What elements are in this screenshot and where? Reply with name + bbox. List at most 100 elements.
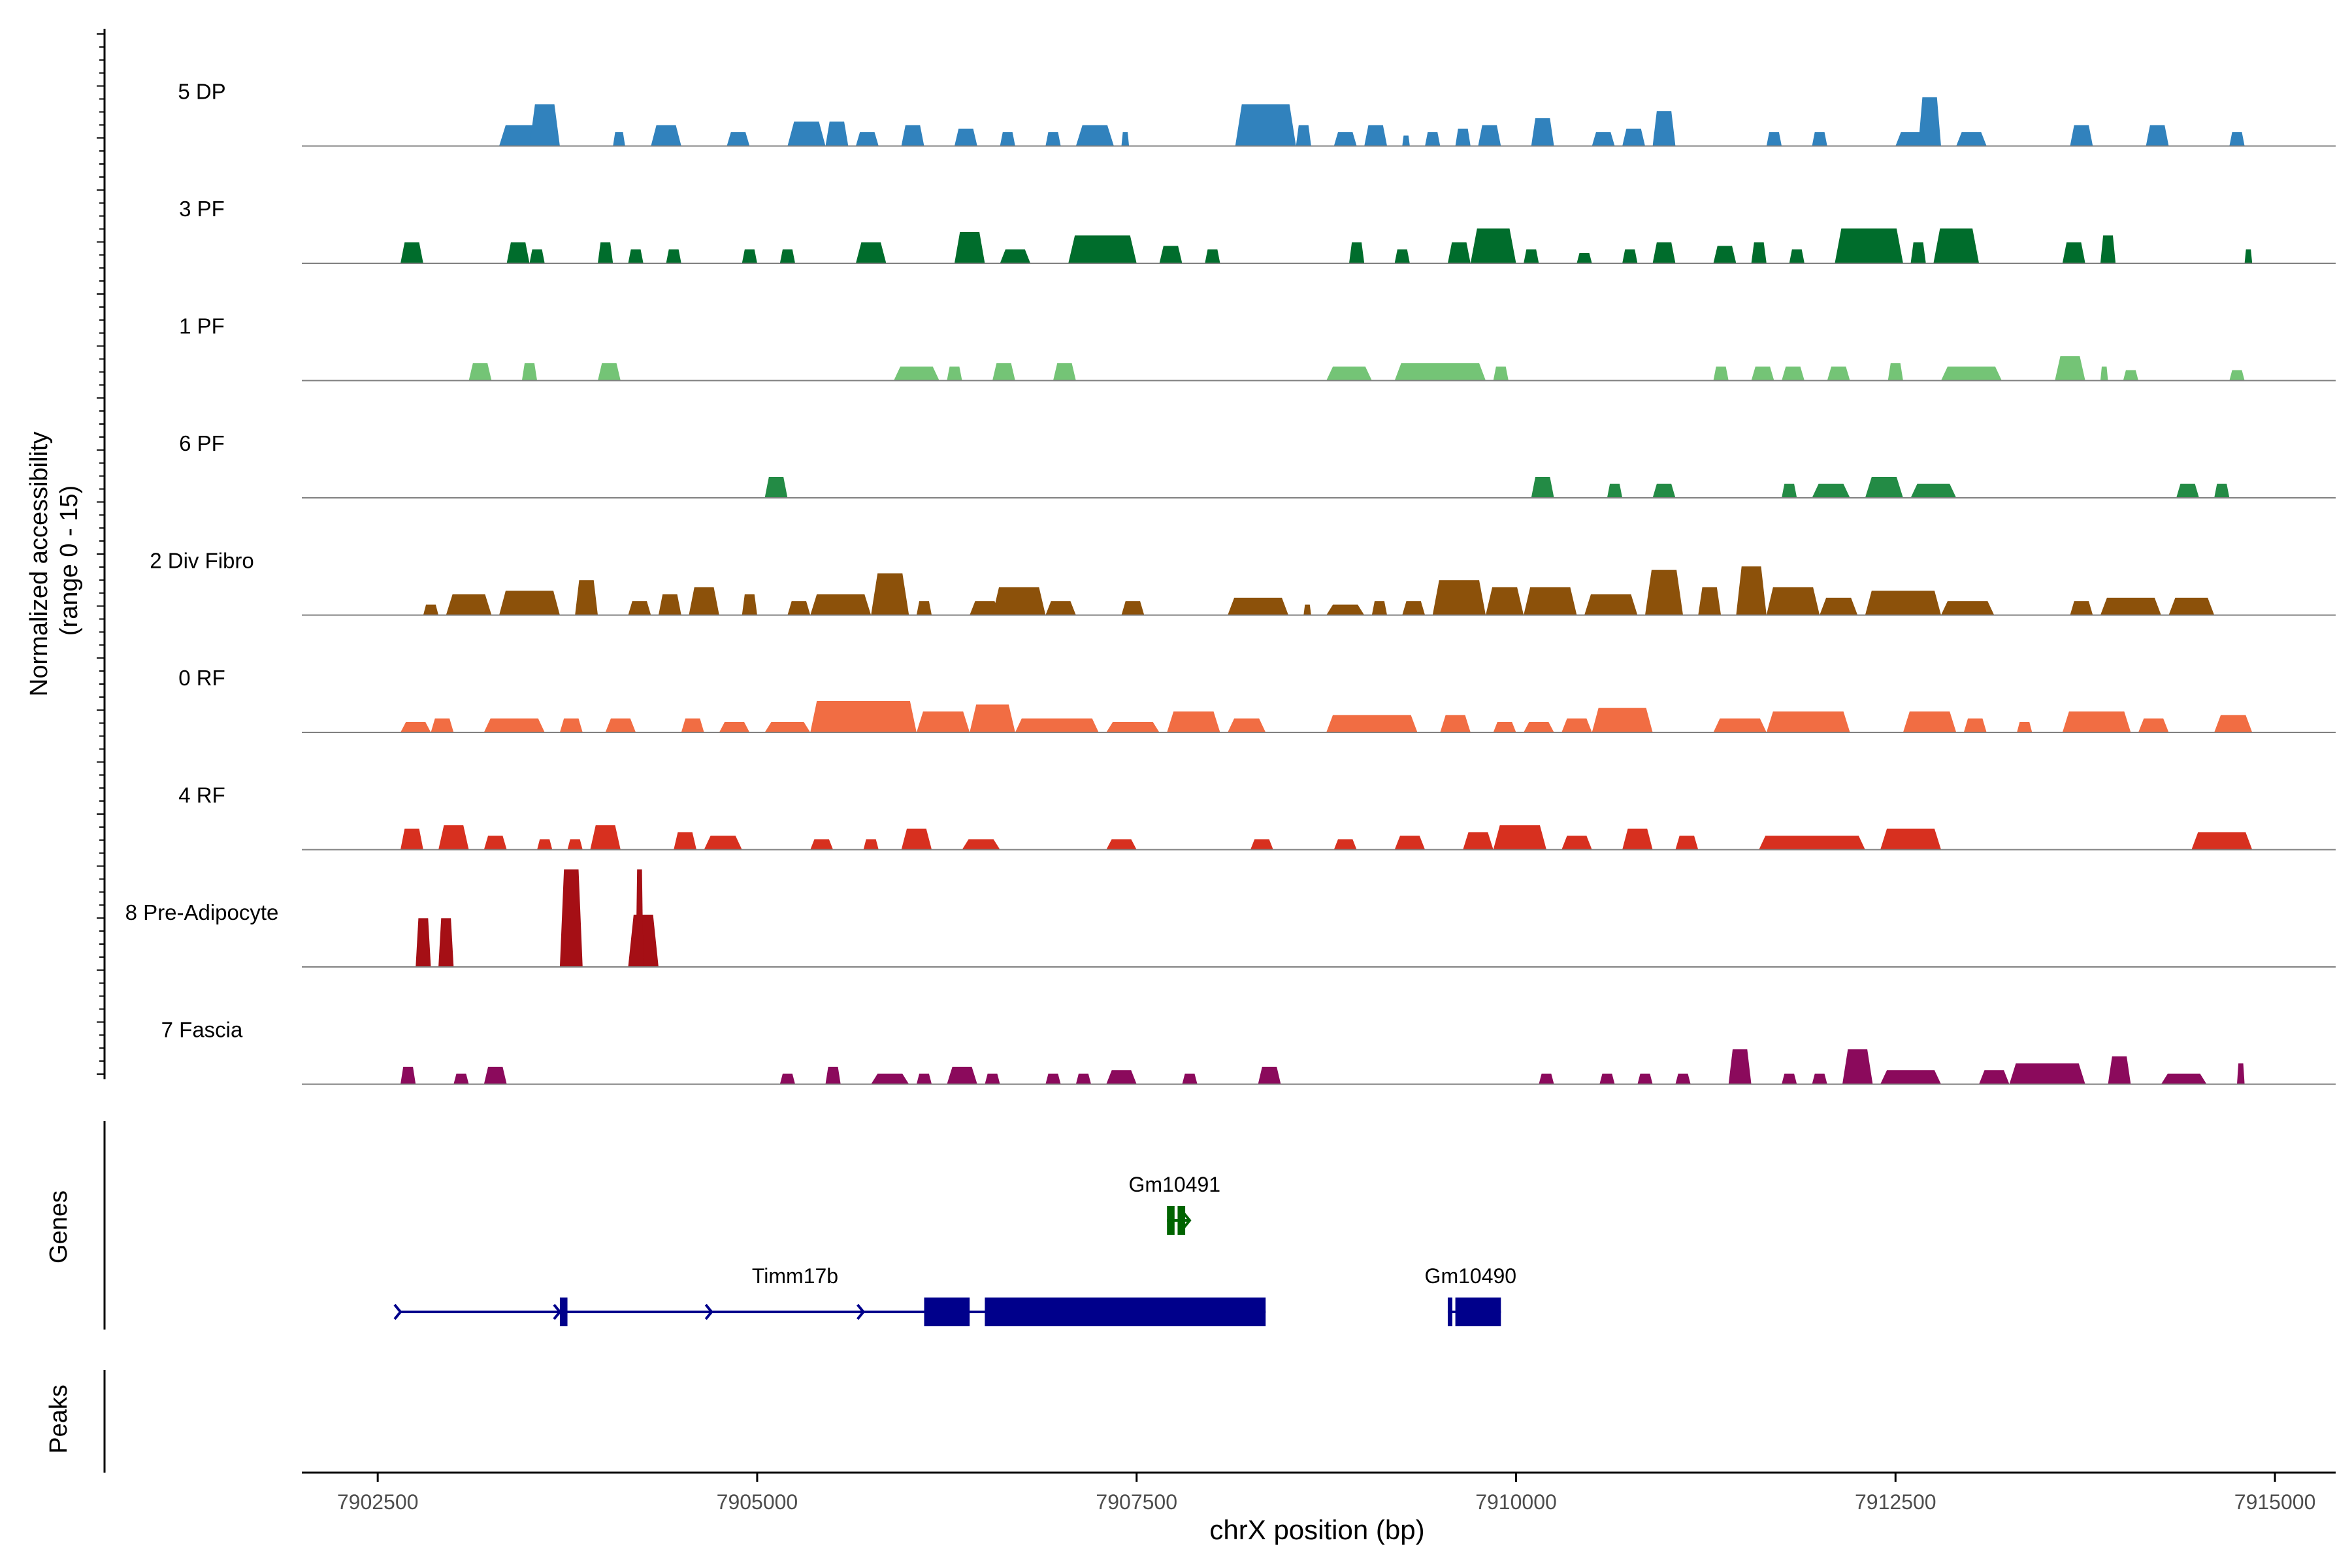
coverage-peak — [1592, 708, 1653, 732]
coverage-peak — [1478, 125, 1501, 146]
gene-strand-arrow — [393, 1303, 402, 1320]
coverage-peak — [1000, 249, 1031, 263]
track-label: 5 DP — [178, 80, 225, 104]
coverage-peak — [1940, 601, 1995, 615]
coverage-peak — [438, 825, 469, 850]
coverage-peak — [1447, 242, 1471, 263]
coverage-peak — [1068, 235, 1137, 263]
coverage-peak — [453, 1073, 469, 1085]
coverage-peak — [992, 363, 1015, 381]
coverage-peak — [779, 249, 796, 263]
coverage-peak — [1486, 587, 1524, 615]
x-tick-label: 7910000 — [1475, 1490, 1557, 1514]
coverage-peak — [901, 828, 932, 850]
x-tick-label: 7902500 — [337, 1490, 419, 1514]
coverage-peak — [2108, 1056, 2131, 1085]
coverage-peak — [1766, 587, 1820, 615]
coverage-peak — [1205, 249, 1220, 263]
coverage-peak — [1751, 242, 1767, 263]
x-axis-ticks: 7902500 7905000 7907500 7910000 7912500 79150… — [337, 1473, 2315, 1514]
y-axis-ticks — [97, 33, 105, 1075]
coverage-peak — [446, 594, 492, 615]
coverage-peak — [1607, 483, 1623, 498]
coverage-peak — [1675, 836, 1699, 850]
coverage-peak — [1402, 601, 1426, 615]
coverage-peak — [1432, 580, 1486, 615]
gene-strand-arrow — [857, 1303, 866, 1320]
coverage-peak — [1789, 249, 1805, 263]
gene-label: Gm10491 — [1129, 1173, 1221, 1196]
coverage-peak — [1782, 483, 1797, 498]
track-2: 1 PF — [179, 314, 2336, 382]
coverage-peak — [1000, 132, 1015, 146]
coverage-peak — [674, 832, 697, 850]
track-3: 6 PF — [179, 431, 2336, 498]
coverage-peak — [764, 477, 788, 498]
coverage-peak — [400, 828, 423, 850]
y-axis-title-line-1: Normalized accessibility — [25, 432, 53, 696]
coverage-peak — [1713, 718, 1767, 732]
coverage-peak — [537, 839, 553, 850]
coverage-peak — [1940, 367, 2002, 381]
coverage-peak — [1402, 135, 1410, 146]
coverage-peak — [1592, 132, 1615, 146]
coverage-peak — [2229, 370, 2245, 381]
coverage-peak — [704, 836, 742, 850]
coverage-peak — [1644, 570, 1684, 615]
coverage-peak — [2100, 235, 2116, 263]
coverage-peak — [1121, 132, 1130, 146]
track-label: 2 Div Fibro — [150, 549, 254, 573]
coverage-peak — [2229, 132, 2245, 146]
coverage-peak — [916, 1073, 932, 1085]
coverage-peak — [1326, 367, 1372, 381]
coverage-peak — [499, 591, 560, 615]
coverage-peak — [1394, 363, 1486, 381]
coverage-peak — [1910, 483, 1957, 498]
coverage-peak — [1303, 604, 1311, 615]
coverage-peak — [483, 1066, 507, 1085]
coverage-peak — [2176, 483, 2199, 498]
coverage-peak — [1751, 367, 1774, 381]
coverage-peak — [916, 601, 932, 615]
track-label: 3 PF — [179, 197, 225, 221]
track-4: 2 Div Fibro — [150, 549, 2336, 616]
coverage-peak — [598, 242, 613, 263]
coverage-peak — [1827, 367, 1850, 381]
coverage-peak — [901, 125, 924, 146]
x-axis-title: chrX position (bp) — [1209, 1514, 1424, 1545]
coverage-peak — [916, 711, 970, 732]
coverage-peak — [855, 242, 887, 263]
coverage-peak — [1812, 1073, 1827, 1085]
coverage-peak — [2146, 125, 2169, 146]
coverage-peak — [1812, 483, 1850, 498]
gene-label: Gm10490 — [1425, 1264, 1517, 1288]
gene-annotation-track: Timm17b Gm10490 Gm10491 — [393, 1173, 1517, 1326]
coverage-peak — [2100, 367, 2108, 381]
coverage-peak — [2214, 715, 2253, 732]
track-label: 7 Fascia — [161, 1018, 243, 1042]
coverage-peak — [400, 1066, 416, 1085]
coverage-peak — [1963, 718, 1987, 732]
gene-Gm10490: Gm10490 — [1425, 1264, 1517, 1326]
coverage-peak — [1956, 132, 1987, 146]
coverage-peak — [1561, 718, 1592, 732]
coverage-peak — [681, 718, 704, 732]
coverage-peak — [628, 249, 644, 263]
coverage-peak — [871, 1073, 909, 1085]
coverage-peak — [1394, 836, 1426, 850]
coverage-peak — [559, 718, 583, 732]
coverage-peak — [1493, 367, 1509, 381]
track-label: 8 Pre-Adipocyte — [125, 900, 279, 924]
coverage-peak — [651, 125, 681, 146]
coverage-peak — [894, 367, 939, 381]
coverage-peak — [2100, 597, 2161, 615]
coverage-peak — [1106, 839, 1137, 850]
gene-strand-arrow — [1183, 1212, 1192, 1229]
gene-exon — [924, 1298, 970, 1326]
coverage-peak — [779, 1073, 796, 1085]
coverage-peak — [1820, 597, 1858, 615]
coverage-peak — [1364, 125, 1388, 146]
coverage-peak — [1045, 601, 1076, 615]
coverage-peak — [1812, 132, 1827, 146]
